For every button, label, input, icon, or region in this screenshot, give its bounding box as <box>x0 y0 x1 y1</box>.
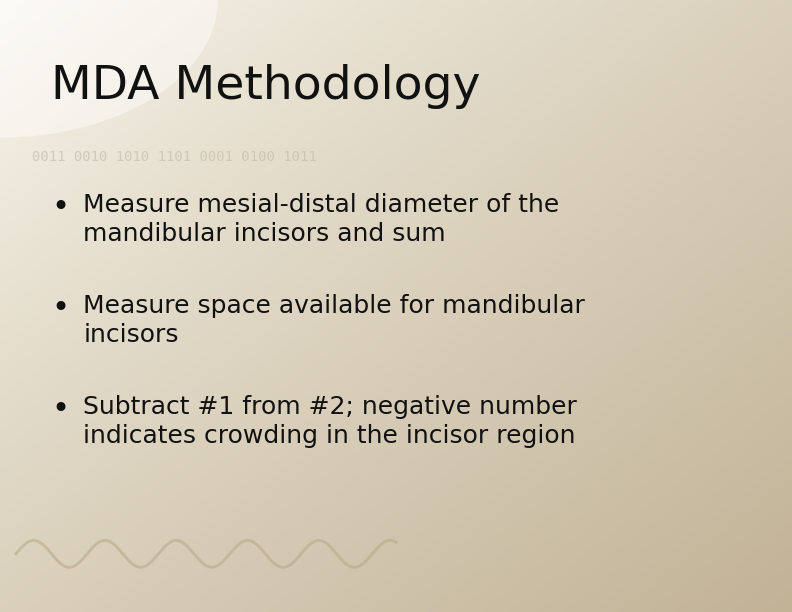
Text: Measure space available for mandibular
incisors: Measure space available for mandibular i… <box>83 294 585 348</box>
Text: Measure mesial-distal diameter of the
mandibular incisors and sum: Measure mesial-distal diameter of the ma… <box>83 193 559 247</box>
Text: •: • <box>51 294 70 323</box>
Ellipse shape <box>0 0 218 138</box>
Text: 0011 0010 1010 1101 0001 0100 1011: 0011 0010 1010 1101 0001 0100 1011 <box>32 150 317 164</box>
Text: •: • <box>51 395 70 424</box>
Text: Subtract #1 from #2; negative number
indicates crowding in the incisor region: Subtract #1 from #2; negative number ind… <box>83 395 577 449</box>
Text: MDA Methodology: MDA Methodology <box>51 64 481 110</box>
Text: •: • <box>51 193 70 222</box>
